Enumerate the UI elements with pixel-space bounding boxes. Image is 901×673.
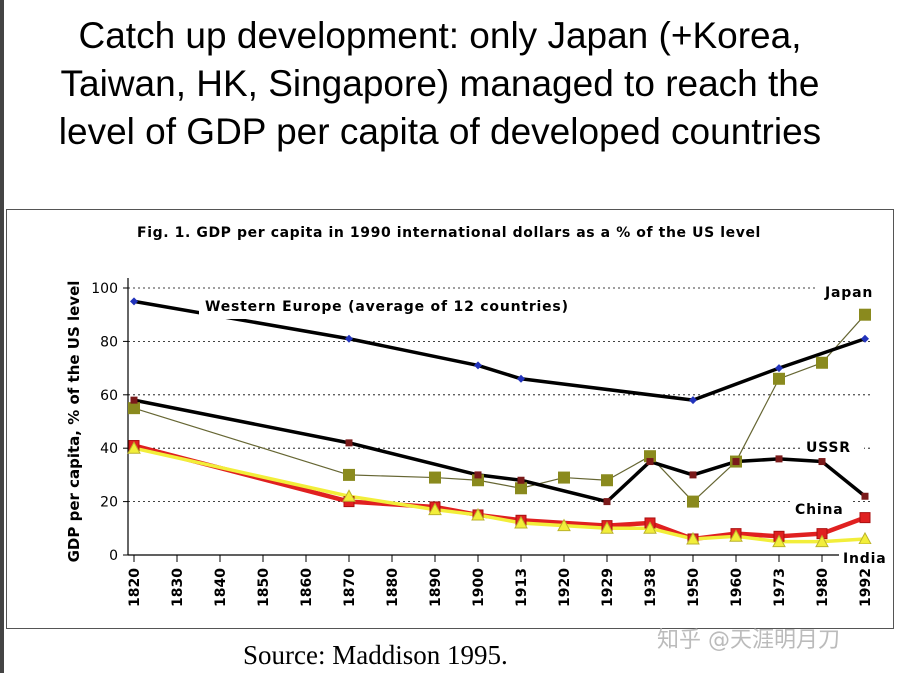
point-ussr-1938 [646, 458, 654, 466]
y-tick-label-80: 80 [100, 334, 118, 350]
x-tick-label-1840: 1840 [213, 568, 229, 607]
point-western-1973 [775, 364, 783, 373]
point-ussr-1992 [861, 492, 869, 500]
slide-title: Catch up development: only Japan (+Korea… [10, 12, 870, 156]
x-tick-label-1938: 1938 [643, 568, 659, 607]
point-western-1820 [130, 297, 138, 306]
point-western-1900 [474, 361, 482, 370]
point-ussr-1973 [775, 455, 783, 463]
point-japan-1950 [687, 495, 699, 508]
x-tick-label-1880: 1880 [385, 568, 401, 607]
series-label-box-ussr [802, 434, 864, 458]
point-india-1820 [127, 441, 141, 454]
point-ussr-1980 [818, 458, 826, 466]
chart-frame: Fig. 1. GDP per capita in 1990 internati… [6, 209, 894, 629]
series-label-japan: Japan [824, 285, 873, 301]
x-tick-label-1900: 1900 [471, 568, 487, 607]
series-label-india: India [843, 551, 886, 567]
point-japan-1920 [558, 471, 570, 484]
x-tick-label-1960: 1960 [729, 568, 745, 607]
series-label-western: Western Europe (average of 12 countries) [205, 299, 569, 315]
point-ussr-1900 [474, 471, 482, 479]
slide-title-line-3: level of GDP per capita of developed cou… [58, 111, 822, 152]
y-tick-label-100: 100 [91, 281, 118, 297]
point-india-1980 [815, 534, 829, 548]
x-tick-label-1820: 1820 [127, 568, 143, 607]
point-ussr-1820 [130, 396, 138, 404]
x-tick-label-1830: 1830 [170, 568, 186, 607]
point-western-1870 [345, 334, 353, 343]
slide-left-border [0, 0, 4, 673]
watermark: 知乎 @天涯明月刀 [657, 628, 840, 653]
x-tick-label-1929: 1929 [600, 568, 616, 607]
point-western-1992 [861, 334, 869, 343]
x-tick-label-1980: 1980 [815, 568, 831, 607]
point-ussr-1929 [603, 498, 611, 506]
x-tick-label-1860: 1860 [299, 568, 315, 607]
point-japan-1973 [773, 372, 785, 385]
point-india-1890 [428, 502, 442, 516]
series-label-china: China [795, 502, 843, 518]
point-india-1992 [858, 531, 872, 545]
point-japan-1820 [128, 402, 140, 415]
point-china-1992 [859, 512, 871, 524]
series-label-box-western [199, 293, 559, 319]
x-tick-label-1913: 1913 [514, 568, 530, 607]
x-tick-label-1973: 1973 [772, 568, 788, 607]
point-japan-1929 [601, 474, 613, 487]
x-tick-label-1870: 1870 [342, 568, 358, 607]
point-japan-1890 [429, 471, 441, 484]
x-tick-label-1992: 1992 [858, 568, 874, 607]
x-tick-label-1890: 1890 [428, 568, 444, 607]
series-label-box-india [839, 544, 891, 568]
series-line-ussr [133, 398, 867, 504]
point-ussr-1870 [345, 439, 353, 447]
point-india-1960 [729, 529, 743, 542]
point-western-1950 [689, 396, 697, 405]
x-tick-label-1850: 1850 [256, 568, 272, 607]
point-japan-1980 [816, 356, 828, 369]
point-india-1938 [643, 521, 657, 534]
point-ussr-1913 [517, 476, 525, 484]
y-tick-label-20: 20 [100, 495, 118, 511]
point-japan-1913 [515, 482, 527, 495]
gdp-chart: Fig. 1. GDP per capita in 1990 internati… [65, 225, 891, 607]
point-india-1950 [686, 531, 700, 545]
point-japan-1992 [859, 308, 871, 321]
y-tick-label-0: 0 [109, 548, 118, 564]
point-japan-1870 [343, 468, 355, 481]
point-india-1920 [557, 518, 571, 532]
series-label-box-china [790, 496, 850, 520]
chart-title: Fig. 1. GDP per capita in 1990 internati… [137, 225, 761, 241]
y-tick-label-40: 40 [100, 441, 118, 457]
point-india-1900 [471, 507, 485, 521]
x-tick-label-1920: 1920 [557, 568, 573, 607]
series-label-ussr: USSR [806, 440, 851, 456]
point-ussr-1950 [689, 471, 697, 479]
point-india-1913 [514, 515, 528, 529]
point-india-1870 [342, 489, 356, 502]
point-india-1929 [600, 521, 614, 534]
slide-title-line-2: Taiwan, HK, Singapore) managed to reach … [60, 63, 820, 104]
y-axis-label: GDP per capita, % of the US level [65, 281, 83, 563]
point-ussr-1960 [732, 458, 740, 466]
point-india-1973 [772, 534, 786, 548]
source-note: Source: Maddison 1995. [243, 640, 508, 670]
x-tick-label-1950: 1950 [686, 568, 702, 607]
y-tick-label-60: 60 [100, 388, 118, 404]
series-label-box-japan [817, 278, 881, 304]
series-line-india [133, 446, 866, 544]
slide-title-line-1: Catch up development: only Japan (+Korea… [78, 15, 802, 56]
point-western-1913 [517, 374, 525, 383]
